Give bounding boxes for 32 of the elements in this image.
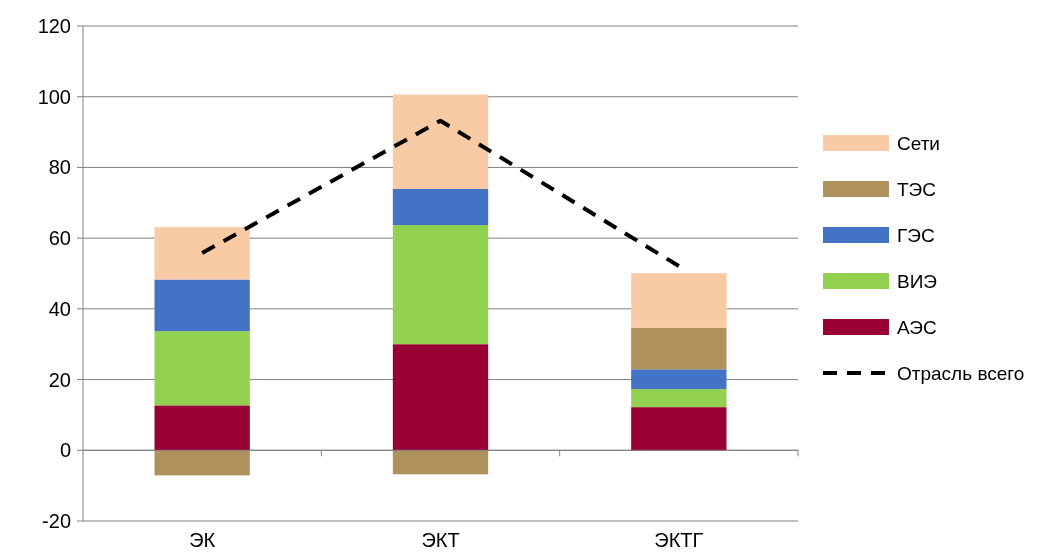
bar (154, 331, 250, 406)
legend-label: ВИЭ (897, 270, 937, 292)
bar (631, 389, 727, 408)
bar (631, 327, 727, 370)
bar (631, 273, 727, 328)
bar (154, 405, 250, 451)
y-tick-label: 0 (59, 439, 71, 462)
legend-label: АЭС (897, 316, 937, 338)
x-tick-label: ЭК (189, 529, 216, 551)
bar (392, 450, 489, 475)
bar (392, 94, 489, 189)
bar (154, 279, 250, 332)
legend-label: Сети (897, 132, 940, 154)
bar (392, 344, 489, 451)
bar (154, 450, 250, 476)
y-tick-label: 80 (48, 156, 71, 179)
bar (631, 369, 727, 390)
x-tick-label: ЭКТ (421, 529, 460, 551)
legend-label: Отрасль всего (897, 362, 1025, 384)
y-tick-label: 120 (37, 15, 71, 37)
y-tick-label: 60 (48, 227, 71, 250)
legend-label: ГЭС (897, 224, 935, 246)
bar (631, 407, 727, 451)
y-tick-label: 20 (48, 368, 71, 391)
y-tick-label: 100 (37, 85, 71, 108)
bar (154, 227, 250, 280)
legend-label: ТЭС (897, 178, 936, 200)
bar (392, 189, 489, 226)
x-tick-label: ЭКТГ (654, 529, 704, 551)
y-tick-label: -20 (42, 510, 71, 532)
bar (392, 225, 489, 345)
y-tick-label: 40 (48, 297, 71, 320)
